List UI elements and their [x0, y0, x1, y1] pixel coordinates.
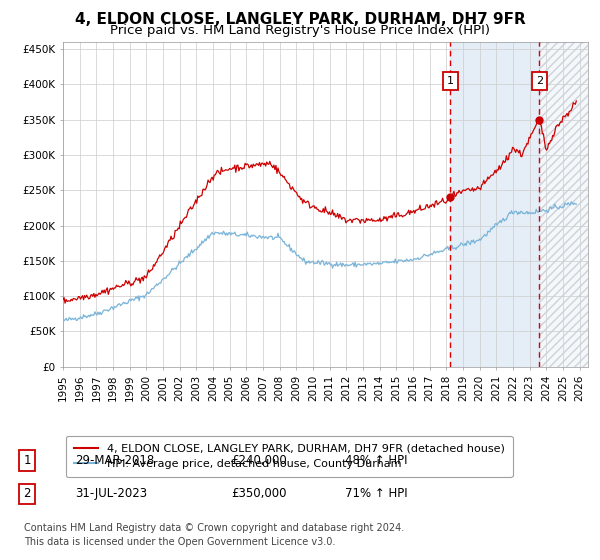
- Legend: 4, ELDON CLOSE, LANGLEY PARK, DURHAM, DH7 9FR (detached house), HPI: Average pri: 4, ELDON CLOSE, LANGLEY PARK, DURHAM, DH…: [66, 436, 512, 477]
- Text: 2: 2: [536, 76, 543, 86]
- Bar: [539, 42, 588, 367]
- Text: Contains HM Land Registry data © Crown copyright and database right 2024.: Contains HM Land Registry data © Crown c…: [24, 522, 404, 533]
- Text: 1: 1: [447, 76, 454, 86]
- Text: This data is licensed under the Open Government Licence v3.0.: This data is licensed under the Open Gov…: [24, 536, 335, 547]
- Text: 2: 2: [23, 487, 31, 501]
- Text: £240,000: £240,000: [231, 454, 287, 467]
- Bar: [539, 42, 588, 367]
- Text: 1: 1: [23, 454, 31, 467]
- Bar: [451, 42, 539, 367]
- Text: 71% ↑ HPI: 71% ↑ HPI: [345, 487, 407, 501]
- Bar: [539, 42, 588, 367]
- Text: 4, ELDON CLOSE, LANGLEY PARK, DURHAM, DH7 9FR: 4, ELDON CLOSE, LANGLEY PARK, DURHAM, DH…: [74, 12, 526, 27]
- Text: £350,000: £350,000: [231, 487, 287, 501]
- Text: Price paid vs. HM Land Registry's House Price Index (HPI): Price paid vs. HM Land Registry's House …: [110, 24, 490, 37]
- Text: 48% ↑ HPI: 48% ↑ HPI: [345, 454, 407, 467]
- Text: 29-MAR-2018: 29-MAR-2018: [75, 454, 154, 467]
- Text: 31-JUL-2023: 31-JUL-2023: [75, 487, 147, 501]
